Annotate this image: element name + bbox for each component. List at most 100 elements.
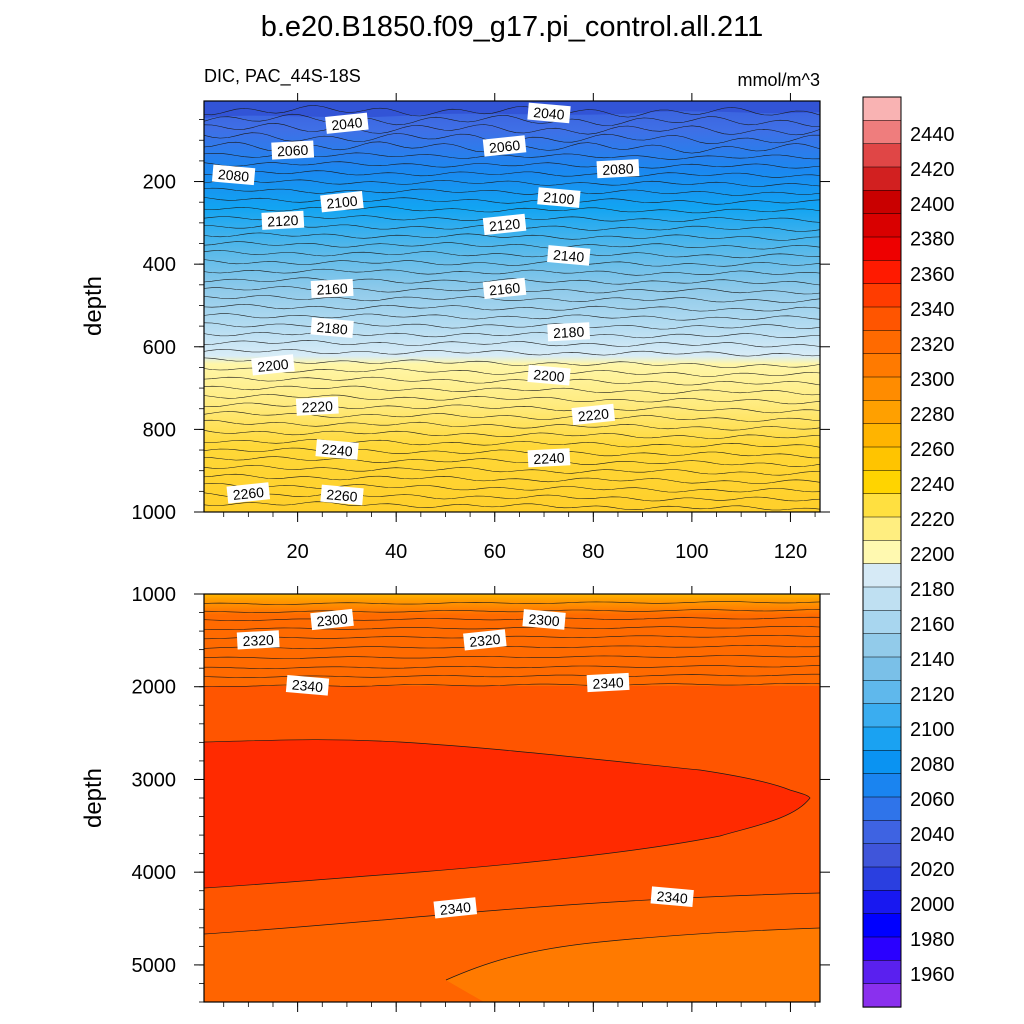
colorbar-segment xyxy=(862,213,902,238)
colorbar-label: 2400 xyxy=(910,194,955,216)
colorbar-segment xyxy=(862,143,902,168)
bottom-upper-band xyxy=(204,594,820,686)
colorbar-segment xyxy=(862,283,902,308)
contour-label: 2160 xyxy=(482,277,527,300)
y-tick-label: 1000 xyxy=(132,502,177,524)
colorbar-segment xyxy=(862,656,902,681)
x-tick-label: 20 xyxy=(287,541,309,563)
contour-label: 2080 xyxy=(211,164,256,186)
colorbar-label: 1960 xyxy=(910,964,955,986)
colorbar-segment xyxy=(862,400,902,425)
bottom-y-axis-label: depth xyxy=(80,768,107,828)
contour-label: 2180 xyxy=(547,322,591,342)
contour-label-text: 2240 xyxy=(321,441,354,460)
contour-label: 2060 xyxy=(271,140,315,160)
contour-label-text: 2040 xyxy=(533,104,566,123)
colorbar-segment xyxy=(862,166,902,191)
contour-label-text: 2080 xyxy=(217,166,250,185)
colorbar-label: 1980 xyxy=(910,929,955,951)
contour-label-box xyxy=(271,140,315,160)
contour-line xyxy=(203,197,821,205)
contour-label-text: 2180 xyxy=(316,319,349,338)
contour-label: 2340 xyxy=(285,675,330,696)
colorbar-segment xyxy=(862,330,902,355)
contour-line xyxy=(203,313,821,321)
bottom-abyss-region xyxy=(446,928,820,1002)
contour-line xyxy=(203,739,811,889)
contour-label-text: 2060 xyxy=(488,137,521,156)
contour-label-text: 2180 xyxy=(553,324,585,342)
contour-line xyxy=(203,430,821,439)
contour-label-box xyxy=(285,675,330,696)
contour-label: 2180 xyxy=(310,317,354,338)
contour-label-box xyxy=(295,396,339,416)
contour-label-text: 2340 xyxy=(656,888,689,907)
contour-label-box xyxy=(537,187,581,208)
contour-label-box xyxy=(325,112,369,134)
contour-line xyxy=(203,349,821,357)
contour-label: 2240 xyxy=(315,439,359,460)
contour-label-box xyxy=(482,277,527,300)
colorbar-label: 2040 xyxy=(910,824,955,846)
contour-line xyxy=(203,241,821,250)
colorbar-segment xyxy=(862,190,902,215)
contour-label: 2340 xyxy=(650,886,694,908)
contour-label-text: 2160 xyxy=(488,279,521,298)
top-y-axis-label: depth xyxy=(80,276,107,336)
y-tick-label: 5000 xyxy=(132,955,177,977)
contour-label-box xyxy=(261,210,305,230)
contour-line xyxy=(203,340,821,348)
contour-line xyxy=(204,665,821,669)
colorbar-segment xyxy=(862,260,902,285)
colorbar-segment xyxy=(862,703,902,728)
y-tick-label: 400 xyxy=(143,254,176,276)
contour-label-box xyxy=(310,608,354,631)
y-tick-label: 1000 xyxy=(132,584,177,606)
contour-line xyxy=(203,447,821,459)
contour-label-text: 2260 xyxy=(326,486,359,505)
colorbar-segment xyxy=(862,843,902,868)
colorbar-segment xyxy=(862,236,902,261)
contour-label-box xyxy=(482,213,527,236)
colorbar-segment xyxy=(862,563,902,588)
contour-label: 2120 xyxy=(261,210,305,230)
contour-line xyxy=(203,385,821,396)
contour-line xyxy=(203,376,821,386)
top-plot-fill xyxy=(204,101,820,512)
contour-line xyxy=(203,268,821,276)
y-tick-label: 200 xyxy=(143,172,176,194)
x-tick-label: 60 xyxy=(484,541,506,563)
contour-label-text: 2100 xyxy=(326,193,359,212)
contour-line xyxy=(203,501,821,511)
contour-label-text: 2340 xyxy=(439,899,472,918)
contour-line xyxy=(203,626,821,630)
contour-label: 2320 xyxy=(463,629,507,651)
contour-label-box xyxy=(251,354,295,376)
colorbar-label: 2060 xyxy=(910,789,955,811)
contour-line xyxy=(203,394,821,405)
contour-label-box xyxy=(310,317,354,338)
contour-label-text: 2300 xyxy=(528,611,561,630)
contour-label-text: 2200 xyxy=(533,366,566,385)
colorbar-segment xyxy=(862,376,902,401)
colorbar-segment xyxy=(862,820,902,845)
colorbar-segment xyxy=(862,423,902,448)
contour-line xyxy=(203,616,821,621)
colorbar-label: 2220 xyxy=(910,509,955,531)
contour-label-text: 2320 xyxy=(242,632,274,650)
contour-label-box xyxy=(463,629,507,651)
contour-line xyxy=(203,473,821,484)
colorbar-label: 2000 xyxy=(910,894,955,916)
bottom-axes: 1000 2000 3000 4000 5000 xyxy=(132,584,830,1012)
colorbar-border xyxy=(862,96,902,1008)
contour-line xyxy=(203,170,821,178)
colorbar-segment xyxy=(862,726,902,751)
contour-label: 2100 xyxy=(537,187,581,208)
contour-label: 2220 xyxy=(571,403,616,426)
colorbar-label: 2240 xyxy=(910,474,955,496)
colorbar-label: 2300 xyxy=(910,369,955,391)
contour-label: 2100 xyxy=(320,191,364,213)
top-plot-area: 2040 2040 2060 2060 2080 2080 2100 2100 2120 2120… xyxy=(203,100,821,513)
contour-line xyxy=(203,439,821,448)
colorbar-label: 2420 xyxy=(910,159,955,181)
